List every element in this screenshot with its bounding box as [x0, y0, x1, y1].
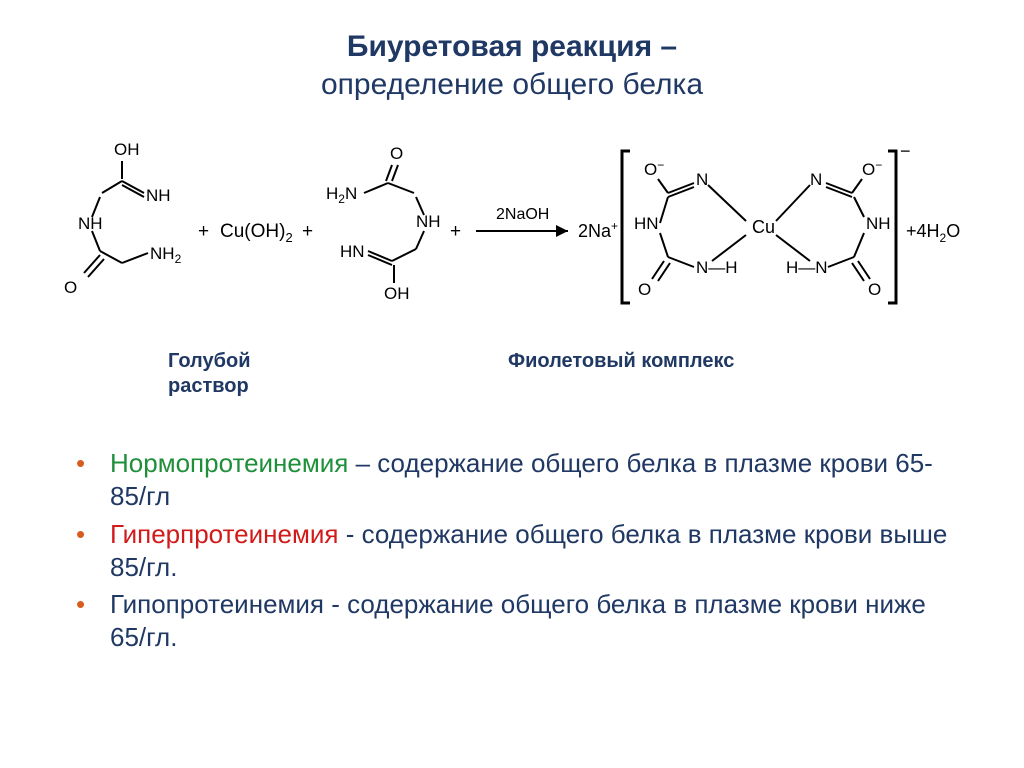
svg-text:+: + [198, 221, 209, 242]
svg-text:HN: HN [634, 214, 659, 233]
svg-text:H—N: H—N [786, 258, 828, 277]
svg-text:2Na+: 2Na+ [578, 219, 618, 241]
svg-text:N—H: N—H [696, 258, 738, 277]
svg-text:N: N [696, 170, 708, 189]
title-line2: определение общего белка [321, 68, 703, 101]
cu-complex: Cu O− N HN N—H [634, 158, 891, 299]
definition-item: Нормопротеинемия – содержание общего бел… [110, 447, 966, 514]
svg-text:NH: NH [78, 214, 103, 233]
svg-text:Cu: Cu [752, 217, 775, 237]
right-complex-label: Фиолетовый комплекс [508, 349, 734, 399]
svg-text:NH: NH [416, 212, 441, 231]
svg-text:O−: O− [644, 158, 664, 179]
reaction-scheme: OH NH NH NH2 [48, 137, 976, 317]
scheme-labels: Голубойраствор Фиолетовый комплекс [48, 349, 976, 399]
svg-text:O: O [868, 280, 881, 299]
svg-text:NH2: NH2 [150, 244, 182, 266]
left-solution-label: Голубойраствор [168, 349, 468, 399]
reaction-arrow: 2NaOH [476, 206, 568, 237]
svg-text:OH: OH [384, 284, 410, 303]
svg-text:+: + [450, 221, 461, 242]
title-line1: Биуретовая реакция – [347, 30, 677, 63]
svg-text:O: O [638, 280, 651, 299]
svg-text:O: O [390, 144, 403, 163]
term-hyper: Гиперпротеинемия [110, 519, 338, 549]
definitions-list: Нормопротеинемия – содержание общего бел… [48, 447, 976, 655]
svg-text:+: + [302, 221, 313, 242]
svg-text:HN: HN [340, 242, 365, 261]
svg-text:2NaOH: 2NaOH [496, 206, 549, 223]
svg-text:−: − [900, 141, 911, 161]
slide-title: Биуретовая реакция – определение общего … [48, 28, 976, 103]
svg-text:+4H2O: +4H2O [906, 221, 960, 245]
svg-text:NH: NH [146, 186, 171, 205]
definition-item: Гиперпротеинемия - содержание общего бел… [110, 518, 966, 585]
definition-item: Гипопротеинемия - содержание общего белк… [110, 588, 966, 655]
reaction-svg: OH NH NH NH2 [48, 137, 976, 317]
svg-text:OH: OH [114, 140, 140, 159]
svg-text:O: O [64, 278, 77, 297]
term-normo: Нормопротеинемия [110, 448, 348, 478]
svg-text:H2N: H2N [326, 184, 357, 206]
svg-text:N: N [810, 170, 822, 189]
svg-text:O−: O− [862, 158, 882, 179]
reagent-cuoh2: Cu(OH)2 [220, 221, 293, 245]
term-hypo: Гипопротеинемия [110, 589, 324, 619]
svg-text:NH: NH [866, 214, 891, 233]
